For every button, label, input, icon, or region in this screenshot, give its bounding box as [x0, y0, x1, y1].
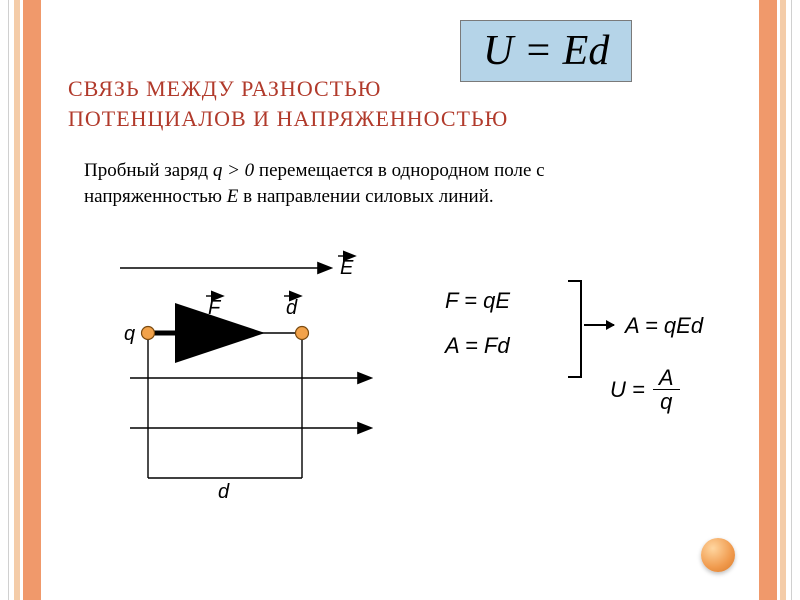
formula-block: F = qE A = Fd A = qEd U = A q: [430, 288, 750, 508]
formula-u-num: A: [653, 366, 680, 390]
para-e: E: [227, 186, 239, 207]
description-paragraph: Пробный заряд q > 0 перемещается в однор…: [84, 158, 604, 209]
formula-u-eq: U =: [610, 377, 645, 403]
brace-icon: [568, 280, 582, 378]
arrow-icon: [584, 324, 614, 326]
svg-text:q: q: [124, 323, 135, 345]
field-diagram: E F d q d: [70, 248, 410, 508]
svg-text:d: d: [286, 297, 298, 319]
para-part-1: Пробный заряд: [84, 160, 213, 181]
title-line-1: СВЯЗЬ МЕЖДУ РАЗНОСТЬЮ: [68, 76, 381, 101]
svg-text:d: d: [218, 481, 230, 503]
main-formula-box: U = Ed: [460, 20, 632, 82]
svg-text:E: E: [340, 257, 354, 279]
formula-a-fd: A = Fd: [445, 333, 510, 358]
main-formula-text: U = Ed: [483, 28, 609, 74]
title-line-2: ПОТЕНЦИАЛОВ И НАПРЯЖЕННОСТЬЮ: [68, 106, 508, 131]
slide-content: U = Ed СВЯЗЬ МЕЖДУ РАЗНОСТЬЮ ПОТЕНЦИАЛОВ…: [60, 18, 740, 582]
para-q: q > 0: [213, 160, 254, 181]
formula-u: U = A q: [610, 366, 680, 413]
formula-u-den: q: [654, 390, 678, 413]
slide-title: СВЯЗЬ МЕЖДУ РАЗНОСТЬЮ ПОТЕНЦИАЛОВ И НАПР…: [68, 74, 508, 133]
nav-next-button[interactable]: [701, 538, 735, 572]
para-part-3: в направлении силовых линий.: [238, 186, 493, 207]
formula-a-qed: A = qEd: [625, 313, 703, 338]
formula-f-qE: F = qE: [445, 288, 510, 313]
svg-text:F: F: [208, 297, 222, 319]
